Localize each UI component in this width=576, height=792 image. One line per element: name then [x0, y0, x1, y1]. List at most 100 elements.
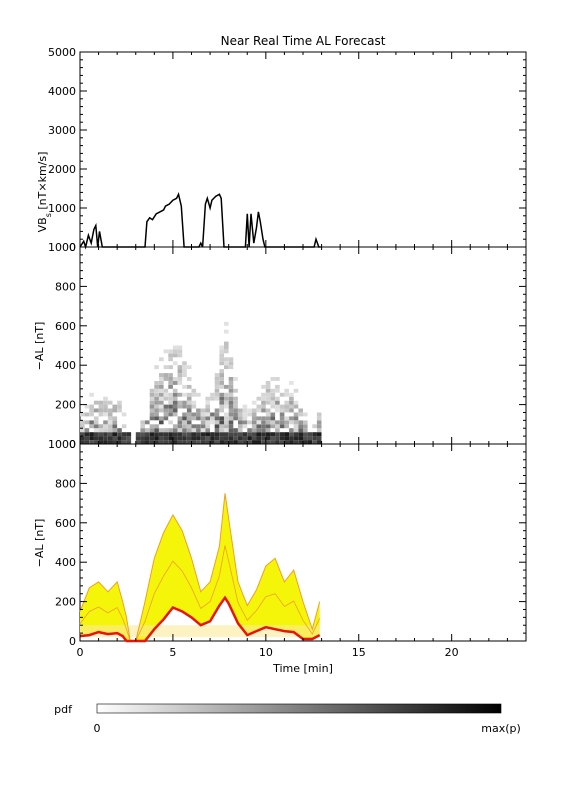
heatmap-cell	[219, 424, 224, 429]
heatmap-cell	[275, 432, 280, 437]
heatmap-cell	[261, 384, 266, 389]
heatmap-cell	[219, 396, 224, 401]
heatmap-cell	[84, 428, 90, 433]
heatmap-cell	[168, 400, 173, 405]
heatmap-cell	[214, 432, 220, 437]
heatmap-cell	[261, 424, 266, 429]
heatmap-cell	[112, 428, 118, 433]
heatmap-cell	[214, 428, 220, 433]
heatmap-cell	[298, 436, 303, 440]
heatmap-cell	[126, 432, 132, 437]
heatmap-cell	[89, 392, 94, 397]
heatmap-cell	[126, 440, 132, 444]
heatmap-cell	[293, 424, 299, 429]
heatmap-cell	[182, 428, 187, 433]
heatmap-cell	[233, 408, 238, 413]
heatmap-cell	[303, 424, 308, 429]
heatmap-cell	[159, 392, 164, 397]
heatmap-cell	[224, 404, 229, 409]
heatmap-cell	[219, 400, 224, 405]
heatmap-cell	[224, 392, 229, 397]
heatmap-cell	[140, 432, 145, 437]
heatmap-cell	[154, 404, 159, 409]
heatmap-cell	[103, 396, 108, 401]
heatmap-cell	[168, 396, 173, 401]
heatmap-cell	[251, 400, 257, 405]
heatmap-cell	[265, 392, 271, 397]
heatmap-cell	[228, 408, 234, 413]
heatmap-cell	[228, 388, 234, 393]
heatmap-cell	[107, 428, 113, 433]
heatmap-cell	[224, 321, 229, 326]
heatmap-cell	[228, 404, 234, 409]
heatmap-cell	[256, 416, 262, 421]
heatmap-cell	[242, 432, 248, 437]
heatmap-cell	[159, 436, 164, 440]
heatmap-cell	[224, 428, 229, 433]
heatmap-cell	[154, 428, 159, 433]
heatmap-cell	[145, 432, 150, 437]
heatmap-cell	[219, 404, 224, 409]
heatmap-cell	[182, 424, 187, 429]
heatmap-cell	[186, 420, 192, 425]
heatmap-cell	[265, 384, 271, 389]
heatmap-cell	[140, 440, 145, 444]
heatmap-cell	[293, 432, 299, 437]
heatmap-cell	[145, 440, 150, 444]
heatmap-cell	[154, 365, 159, 370]
heatmap-cell	[135, 432, 141, 437]
al-forecast-ytick-label: 800	[55, 477, 76, 490]
heatmap-cell	[256, 396, 262, 401]
heatmap-cell	[182, 436, 187, 440]
heatmap-cell	[168, 404, 173, 409]
heatmap-cell	[279, 404, 285, 409]
heatmap-cell	[135, 436, 141, 440]
heatmap-cell	[182, 369, 187, 373]
heatmap-cell	[172, 412, 178, 417]
heatmap-cell	[168, 432, 173, 437]
heatmap-cell	[191, 428, 197, 433]
heatmap-cell	[172, 345, 178, 350]
heatmap-cell	[293, 388, 299, 393]
heatmap-cell	[163, 408, 169, 413]
heatmap-cell	[186, 400, 192, 405]
heatmap-cell	[284, 416, 289, 421]
heatmap-cell	[298, 424, 303, 429]
heatmap-cell	[238, 440, 243, 444]
heatmap-cell	[172, 440, 178, 444]
heatmap-cell	[214, 420, 220, 425]
heatmap-cell	[289, 381, 294, 385]
heatmap-cell	[270, 440, 276, 444]
heatmap-cell	[251, 420, 257, 425]
x-tick-label: 5	[169, 646, 176, 659]
heatmap-cell	[93, 420, 99, 425]
heatmap-cell	[159, 357, 164, 362]
heatmap-cell	[210, 392, 215, 397]
heatmap-cell	[159, 440, 164, 444]
heatmap-cell	[205, 412, 210, 417]
heatmap-cell	[200, 440, 206, 444]
heatmap-cell	[126, 436, 132, 440]
vbs-ytick-label: 4000	[48, 85, 76, 98]
heatmap-cell	[168, 349, 173, 354]
heatmap-cell	[219, 373, 224, 377]
heatmap-cell	[303, 440, 308, 444]
heatmap-cell	[219, 432, 224, 437]
heatmap-cell	[177, 373, 183, 377]
heatmap-cell	[224, 329, 229, 334]
heatmap-cell	[256, 436, 262, 440]
heatmap-cell	[163, 436, 169, 440]
heatmap-cell	[159, 373, 164, 377]
heatmap-cell	[112, 440, 118, 444]
heatmap-cell	[182, 373, 187, 377]
heatmap-cell	[205, 416, 210, 421]
heatmap-cell	[256, 440, 262, 444]
heatmap-cell	[89, 424, 94, 429]
heatmap-cell	[261, 400, 266, 405]
heatmap-cell	[140, 424, 145, 429]
heatmap-cell	[214, 436, 220, 440]
heatmap-cell	[270, 377, 276, 381]
heatmap-cell	[107, 432, 113, 437]
heatmap-cell	[210, 436, 215, 440]
